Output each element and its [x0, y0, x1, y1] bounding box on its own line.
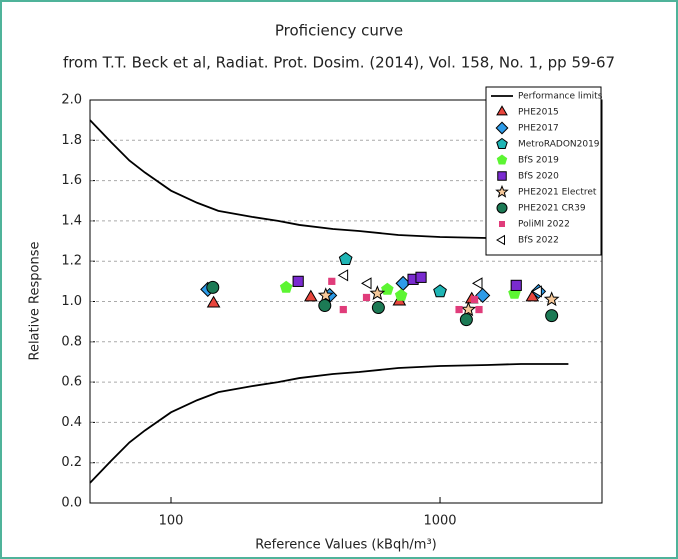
- marker: [460, 301, 477, 317]
- marker: [206, 280, 220, 294]
- marker: [545, 309, 559, 323]
- marker: [318, 299, 332, 313]
- marker: [303, 289, 318, 302]
- legend-swatch: [496, 154, 508, 165]
- marker: [328, 277, 336, 285]
- y-axis-label: Relative Response: [28, 242, 43, 361]
- x-axis-label: Reference Values (kBqh/m³): [255, 538, 437, 553]
- chart-subtitle: from T.T. Beck et al, Radiat. Prot. Dosi…: [63, 54, 615, 72]
- marker: [472, 277, 483, 290]
- marker: [433, 284, 447, 298]
- legend-label: MetroRADON2019: [518, 140, 600, 150]
- legend-swatch: [499, 221, 505, 227]
- legend-swatch: [495, 184, 509, 198]
- legend-label: PHE2021 CR39: [518, 204, 586, 214]
- y-tick-label: 2.0: [61, 93, 82, 108]
- marker: [362, 293, 371, 302]
- y-tick-label: 0.4: [61, 415, 82, 430]
- marker: [279, 280, 293, 293]
- marker: [337, 269, 349, 282]
- marker: [543, 291, 560, 307]
- legend-label: BfS 2019: [518, 156, 559, 166]
- y-tick-label: 1.6: [61, 173, 82, 188]
- marker: [455, 305, 463, 314]
- marker: [338, 251, 353, 266]
- marker: [206, 295, 221, 308]
- y-tick-label: 0.0: [61, 496, 82, 511]
- legend-label: PoliMI 2022: [518, 220, 570, 230]
- y-tick-label: 0.8: [61, 334, 82, 349]
- marker: [510, 279, 522, 291]
- legend-label: PHE2017: [518, 124, 559, 134]
- x-tick-label: 1000: [423, 514, 456, 529]
- legend-swatch: [496, 137, 508, 149]
- legend-swatch: [496, 202, 508, 214]
- marker: [339, 305, 347, 314]
- legend-swatch: [496, 105, 508, 116]
- legend-label: PHE2021 Electret: [518, 188, 597, 198]
- marker: [395, 275, 411, 291]
- marker: [459, 313, 473, 327]
- legend-swatch: [495, 234, 505, 246]
- x-tick-label: 100: [159, 514, 184, 529]
- y-tick-label: 0.2: [61, 455, 82, 470]
- marker: [369, 285, 386, 301]
- marker: [381, 282, 394, 295]
- marker: [470, 295, 479, 304]
- marker: [394, 288, 408, 301]
- legend-label: BfS 2020: [518, 172, 559, 182]
- legend-label: Performance limits: [518, 92, 603, 102]
- marker: [475, 287, 491, 304]
- y-tick-label: 1.4: [61, 213, 82, 228]
- legend-swatch: [497, 171, 507, 181]
- limit-line: [89, 119, 569, 240]
- y-tick-label: 1.0: [61, 294, 82, 309]
- marker: [415, 271, 427, 283]
- y-tick-label: 1.8: [61, 133, 82, 148]
- legend-label: PHE2015: [518, 108, 559, 118]
- marker: [292, 275, 304, 287]
- limit-line: [89, 363, 569, 484]
- marker: [361, 277, 372, 290]
- marker: [531, 285, 542, 298]
- marker: [475, 305, 483, 314]
- marker: [371, 301, 385, 315]
- marker: [317, 287, 334, 303]
- plot-frame: [89, 99, 603, 504]
- legend-label: BfS 2022: [518, 236, 559, 246]
- y-tick-label: 0.6: [61, 375, 82, 390]
- y-tick-label: 1.2: [61, 254, 82, 269]
- chart-title: Proficiency curve: [275, 22, 403, 40]
- legend-swatch: [495, 121, 509, 135]
